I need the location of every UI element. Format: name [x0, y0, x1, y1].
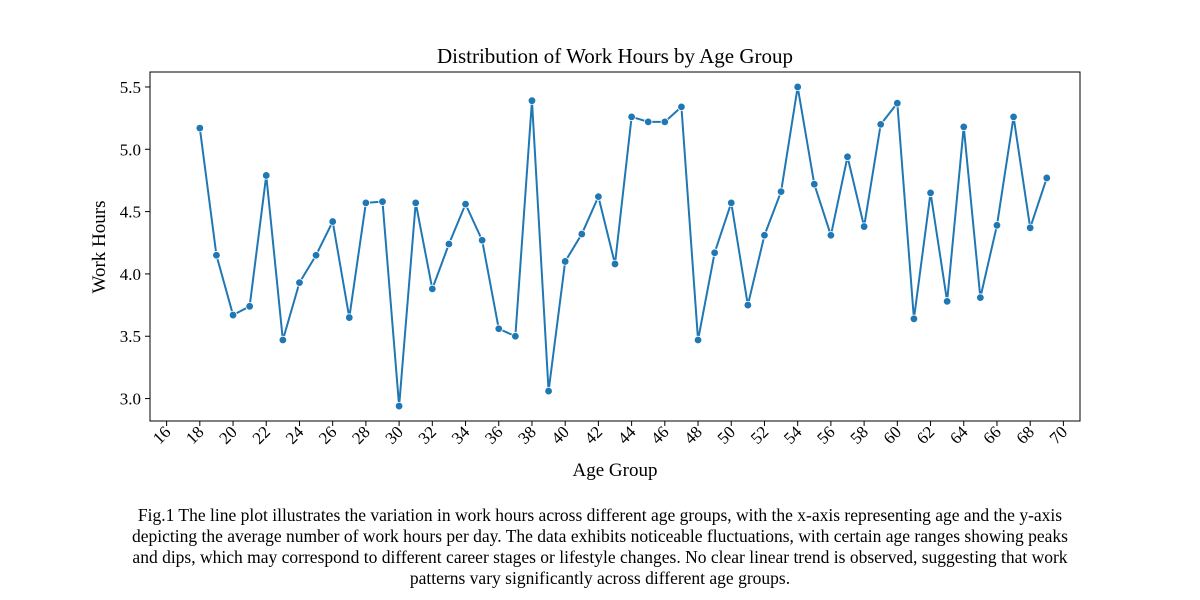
data-point	[743, 300, 753, 310]
data-point	[976, 293, 985, 302]
data-point	[361, 198, 371, 208]
data-point	[328, 217, 337, 226]
y-axis-label: Work Hours	[89, 201, 110, 294]
data-point	[660, 117, 670, 127]
data-point	[245, 302, 254, 311]
data-point	[195, 123, 205, 133]
data-point	[560, 257, 570, 266]
data-point	[959, 122, 968, 132]
y-tick-label: 4.5	[120, 203, 141, 222]
x-tick-label: 64	[946, 422, 972, 448]
x-tick-label: 50	[714, 422, 739, 447]
data-point	[212, 251, 221, 260]
data-point	[843, 152, 852, 161]
data-point	[727, 198, 736, 208]
data-point	[262, 171, 271, 180]
x-tick-label: 60	[880, 422, 905, 447]
data-point	[594, 192, 603, 201]
data-point	[992, 221, 1002, 230]
x-tick-label: 56	[813, 422, 838, 447]
x-tick-label: 22	[249, 422, 274, 447]
x-tick-label: 28	[348, 422, 373, 447]
chart-container: Distribution of Work Hours by Age Group …	[89, 44, 1081, 481]
series-line	[198, 85, 1048, 408]
x-tick-label: 34	[448, 422, 474, 448]
x-tick-label: 52	[747, 422, 772, 447]
data-point	[893, 98, 902, 108]
x-tick-label: 70	[1046, 422, 1071, 447]
data-point	[461, 199, 470, 209]
data-point	[909, 314, 919, 323]
x-tick-label: 26	[315, 422, 340, 447]
data-point	[378, 197, 387, 206]
x-tick-label: 42	[581, 422, 606, 447]
line-chart: Distribution of Work Hours by Age Group …	[89, 44, 1081, 481]
data-point	[311, 251, 321, 260]
data-point	[494, 324, 503, 333]
y-axis-ticks: 3.0 3.5 4.0 4.5 5.0 5.5	[120, 78, 150, 409]
x-axis-label: Age Group	[573, 460, 658, 481]
data-point	[411, 198, 420, 208]
data-point	[627, 112, 636, 122]
data-point	[876, 120, 885, 129]
y-tick-label: 5.0	[120, 140, 141, 159]
x-tick-label: 24	[282, 422, 308, 448]
data-point	[926, 188, 935, 198]
x-tick-label: 38	[514, 422, 539, 447]
x-tick-label: 36	[481, 422, 506, 447]
data-point	[810, 179, 819, 189]
data-point	[710, 248, 719, 257]
x-tick-label: 44	[614, 422, 640, 448]
x-tick-label: 58	[846, 422, 871, 447]
data-point	[644, 117, 653, 127]
x-tick-label: 46	[647, 422, 672, 447]
data-point	[444, 239, 454, 249]
x-tick-label: 30	[381, 422, 406, 447]
x-tick-label: 66	[979, 422, 1004, 447]
x-tick-label: 62	[913, 422, 938, 447]
data-point	[428, 284, 437, 294]
x-tick-label: 16	[149, 422, 174, 447]
data-point	[544, 386, 553, 396]
data-point	[345, 313, 354, 322]
data-point	[477, 236, 487, 245]
series-layer	[195, 82, 1051, 411]
data-point	[610, 259, 620, 269]
x-tick-label: 20	[215, 422, 240, 447]
data-point	[577, 229, 586, 239]
x-tick-label: 54	[780, 422, 806, 448]
chart-title: Distribution of Work Hours by Age Group	[437, 44, 793, 68]
data-point	[793, 82, 802, 92]
data-point	[826, 231, 836, 240]
data-point	[511, 332, 520, 341]
x-tick-label: 32	[415, 422, 440, 447]
y-tick-label: 3.0	[120, 390, 141, 409]
data-point	[859, 222, 869, 231]
data-point	[228, 310, 238, 320]
x-tick-label: 48	[680, 422, 705, 447]
y-tick-label: 5.5	[120, 78, 141, 97]
x-tick-label: 40	[548, 422, 573, 447]
data-point	[693, 335, 703, 345]
x-axis-ticks: 16 18 20 22 24 26 28 30 32 34 36 38 40 42 44 46 48 50 52 54…	[149, 421, 1071, 448]
plot-area-frame	[149, 71, 1081, 422]
data-point	[677, 102, 686, 112]
data-point	[760, 231, 769, 240]
figure-caption: Fig.1 The line plot illustrates the vari…	[132, 505, 1068, 588]
y-tick-label: 3.5	[120, 327, 141, 346]
y-tick-label: 4.0	[120, 265, 141, 284]
data-point	[1025, 223, 1035, 233]
x-tick-label: 18	[182, 422, 207, 447]
data-point	[1042, 173, 1051, 183]
x-tick-label: 68	[1013, 422, 1038, 447]
data-point	[776, 187, 786, 196]
data-point	[1009, 112, 1018, 122]
data-point	[278, 335, 288, 345]
data-point	[527, 96, 537, 105]
data-point	[942, 297, 952, 306]
data-point	[394, 401, 404, 411]
data-point	[295, 278, 304, 287]
